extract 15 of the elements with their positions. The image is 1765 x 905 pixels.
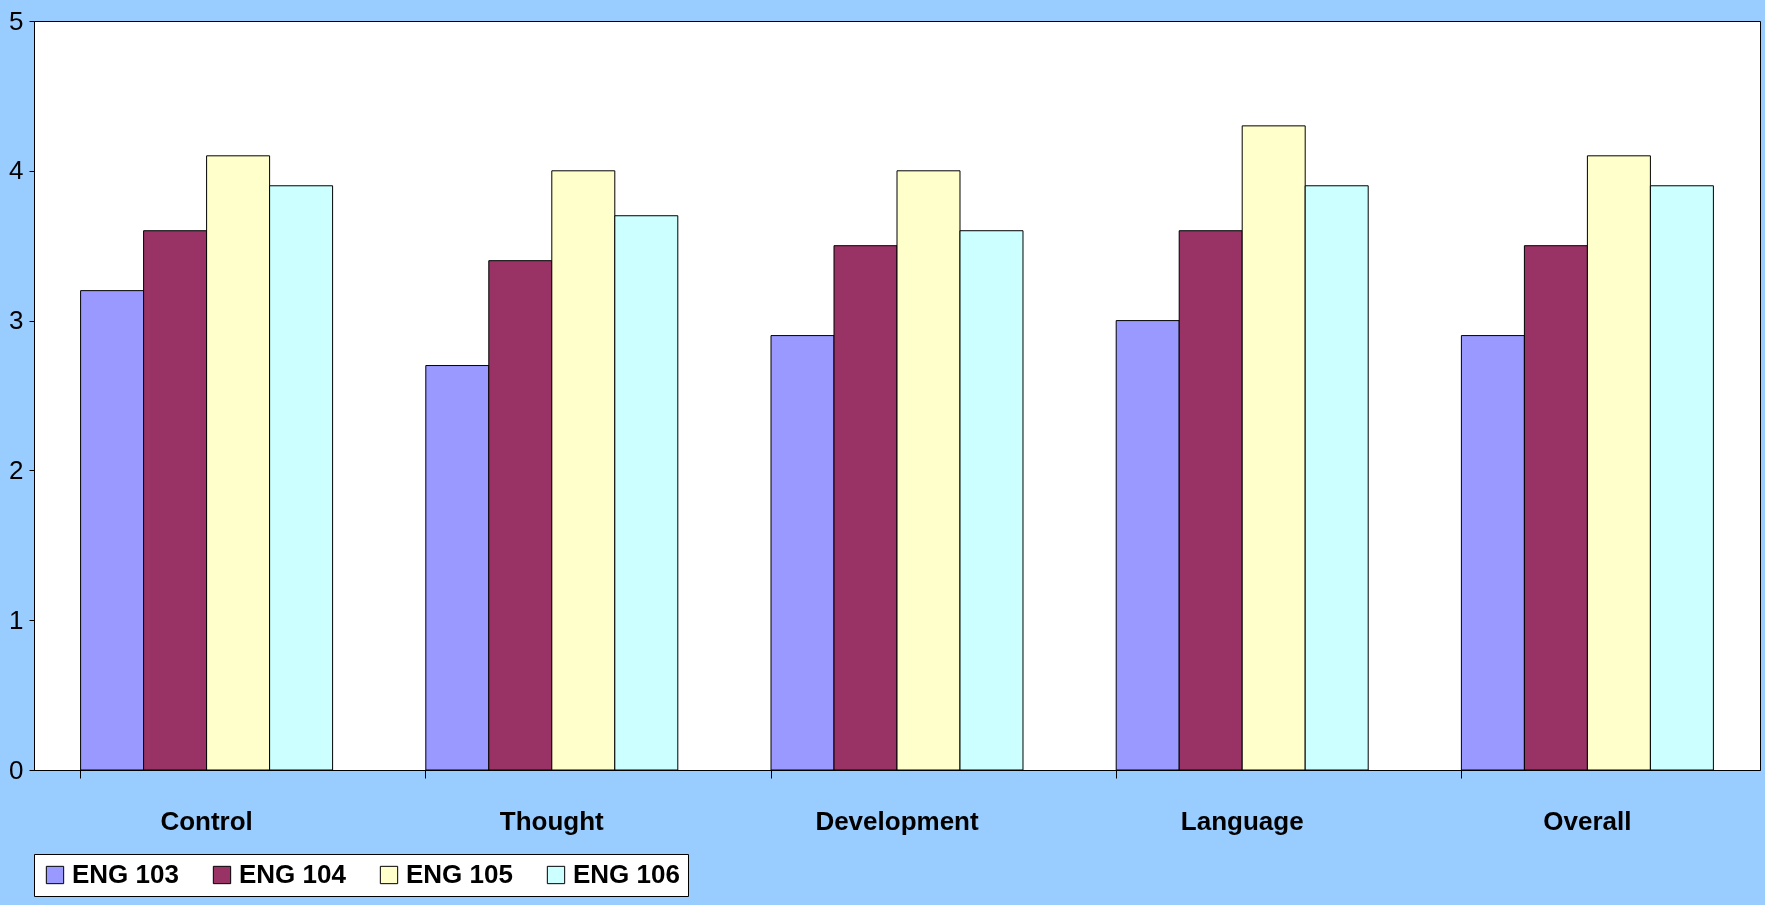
legend-label: ENG 103 <box>72 859 179 889</box>
x-tick-label: Language <box>1180 805 1304 836</box>
x-tick-label: Development <box>815 805 979 836</box>
y-tick-label: 1 <box>9 604 24 635</box>
y-tick-label: 2 <box>9 454 24 485</box>
y-tick-label: 3 <box>9 305 24 336</box>
x-tick-label: Thought <box>499 805 605 836</box>
y-tick-label: 0 <box>9 754 24 785</box>
y-tick-label: 5 <box>9 5 24 36</box>
legend-label: ENG 105 <box>406 859 513 889</box>
x-tick-label: Control <box>160 805 253 836</box>
y-tick-label: 4 <box>9 155 24 186</box>
legend-label: ENG 106 <box>573 859 680 889</box>
x-tick-label: Overall <box>1543 805 1632 836</box>
legend-label: ENG 104 <box>239 859 347 889</box>
